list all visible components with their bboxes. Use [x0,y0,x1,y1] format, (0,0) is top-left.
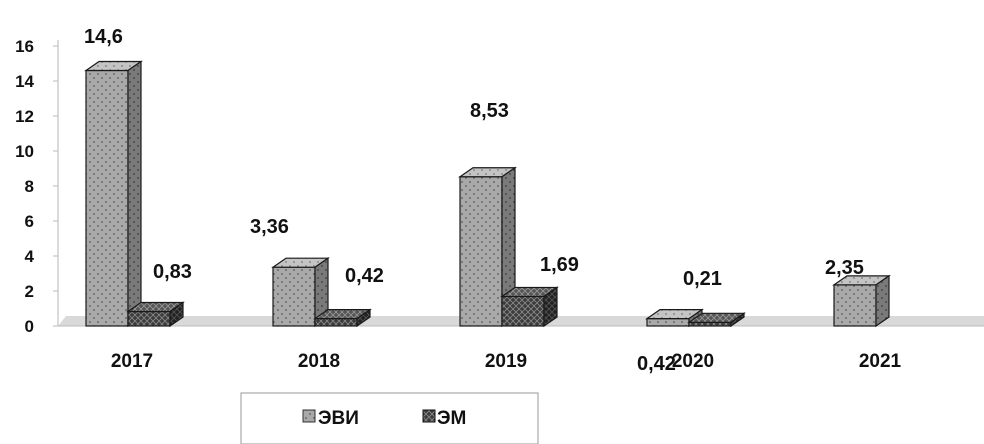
data-label-evi: 8,53 [470,100,509,122]
x-category-label: 2018 [298,351,340,372]
data-labels: 14,6 0,83 3,36 0,42 8,53 1,69 0,42 0,21 2,35 [84,26,864,375]
bar-evi [271,257,330,328]
data-label-evi: 14,6 [84,26,123,48]
legend-label-em: ЭМ [437,408,466,429]
bar-evi [84,60,143,328]
legend-swatch-evi [302,409,316,423]
data-label-em: 1,69 [540,254,579,276]
bars [84,60,891,328]
y-tick-label: 0 [25,317,34,336]
data-label-em: 0,83 [153,261,192,283]
y-tick-label: 12 [15,107,34,126]
y-tick-label: 16 [15,37,34,56]
y-tick-label: 2 [25,282,34,301]
x-category-label: 2017 [111,351,153,372]
y-tick-label: 14 [15,72,34,91]
y-axis-ticks: 0 2 4 6 8 10 12 14 16 [15,37,58,336]
y-tick-label: 10 [15,142,34,161]
bar-em [126,301,185,328]
bar-em [500,286,559,328]
legend: ЭВИ ЭМ [240,392,539,444]
bar-evi [458,166,517,328]
legend-label-evi: ЭВИ [318,408,359,429]
y-tick-label: 6 [25,212,34,231]
data-label-evi: 3,36 [250,216,289,238]
x-category-label: 2019 [485,351,527,372]
bar-evi [832,274,891,328]
data-label-em: 0,21 [683,268,722,290]
data-label-em: 0,42 [345,265,384,287]
x-category-label: 2020 [672,351,714,372]
bar-em [687,312,746,328]
x-category-label: 2021 [859,351,902,372]
y-tick-label: 8 [25,177,34,196]
bar-em [313,308,372,328]
y-tick-label: 4 [25,247,35,266]
legend-swatch-em [422,409,436,423]
category-labels: 2017 2018 2019 2020 2021 [111,351,902,372]
data-label-evi: 0,42 [637,353,676,375]
data-label-evi: 2,35 [825,257,864,279]
legend-box [240,392,539,444]
